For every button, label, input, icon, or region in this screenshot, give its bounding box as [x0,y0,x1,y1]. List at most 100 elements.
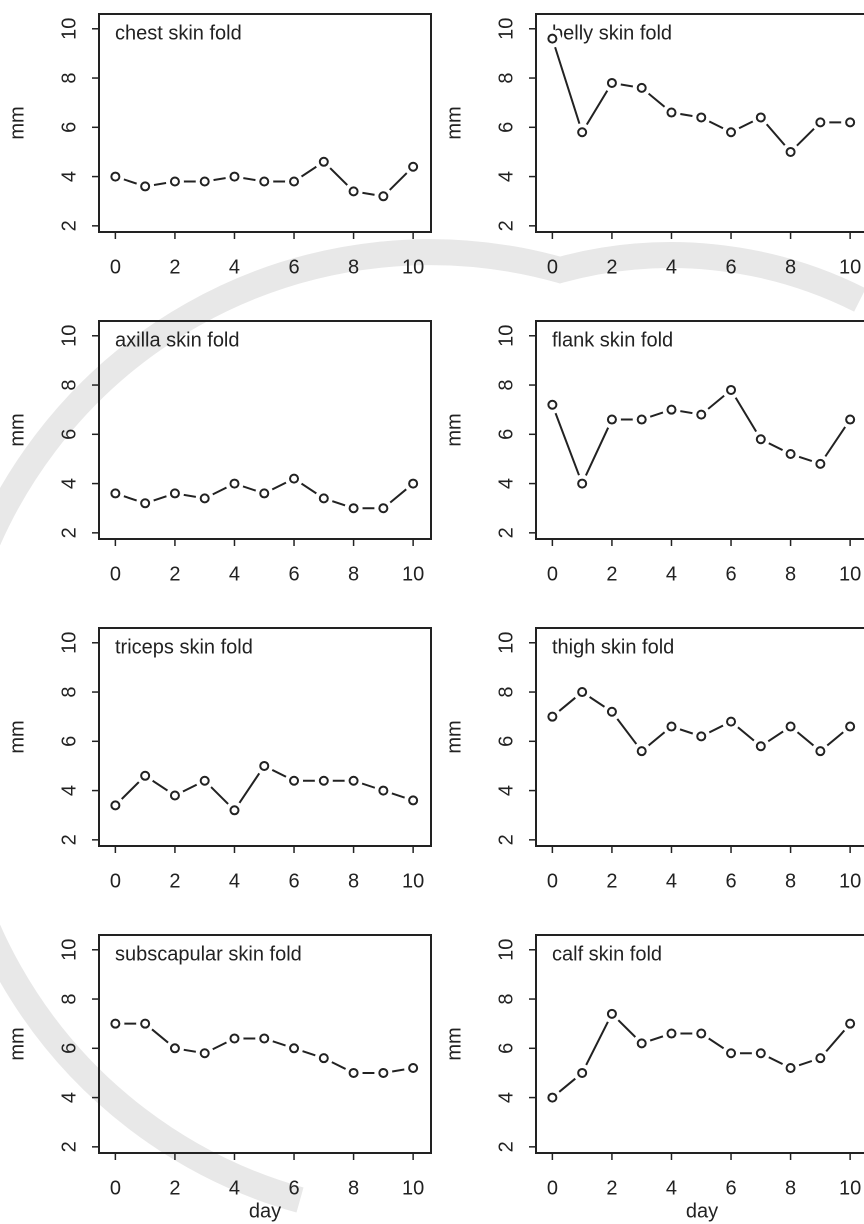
y-tick-label: 6 [495,429,517,440]
point [757,435,765,443]
plot-frame [536,935,864,1153]
x-tick-label: 4 [666,563,677,585]
x-tick-label: 2 [606,563,617,585]
point [667,1030,675,1038]
x-tick-label: 2 [169,870,180,892]
x-tick-label: 2 [606,870,617,892]
point [638,84,646,92]
x-tick-label: 4 [666,1177,677,1199]
y-tick-label: 2 [495,834,517,845]
y-tick-label: 4 [495,785,517,796]
y-tick-label: 6 [495,122,517,133]
point [816,460,824,468]
point [409,796,417,804]
x-tick-label: 4 [229,563,240,585]
x-tick-label: 8 [348,1177,359,1199]
figure: chest skin foldmm2468100246810belly skin… [0,0,864,1224]
y-tick-label: 4 [495,1092,517,1103]
point [171,792,179,800]
point [171,1044,179,1052]
point [816,747,824,755]
x-tick-label: 8 [785,1177,796,1199]
x-axis-label: day [686,1200,718,1222]
point [846,416,854,424]
point [111,173,119,181]
panel-title: triceps skin fold [115,636,253,658]
point [230,480,238,488]
y-tick-label: 10 [495,632,517,654]
y-tick-label: 2 [58,834,80,845]
point [727,1049,735,1057]
y-tick-label: 4 [58,478,80,489]
point [409,163,417,171]
point [201,178,209,186]
point [787,148,795,156]
x-tick-label: 4 [229,1177,240,1199]
x-tick-label: 8 [348,870,359,892]
y-tick-label: 8 [58,993,80,1004]
y-axis-label: mm [6,720,28,753]
y-tick-label: 8 [495,686,517,697]
x-tick-label: 0 [547,256,558,278]
point [608,1010,616,1018]
point [379,787,387,795]
point [548,1094,556,1102]
point [667,723,675,731]
point [787,450,795,458]
point [548,713,556,721]
x-tick-label: 10 [402,256,424,278]
point [320,777,328,785]
y-tick-label: 4 [495,171,517,182]
y-axis-label: mm [443,413,465,446]
point [290,777,298,785]
point [578,480,586,488]
y-tick-label: 6 [495,1043,517,1054]
x-tick-label: 2 [169,563,180,585]
point [638,747,646,755]
x-tick-label: 0 [110,256,121,278]
point [697,732,705,740]
point [230,806,238,814]
x-tick-label: 10 [402,563,424,585]
x-tick-label: 0 [547,1177,558,1199]
point [608,416,616,424]
point [350,1069,358,1077]
point [141,182,149,190]
point [548,35,556,43]
point [320,494,328,502]
panel-title: belly skin fold [552,22,672,44]
x-tick-label: 8 [785,870,796,892]
y-tick-label: 8 [495,379,517,390]
y-tick-label: 2 [495,527,517,538]
x-tick-label: 10 [839,1177,861,1199]
point [409,480,417,488]
y-tick-label: 10 [58,18,80,40]
plot-frame [536,321,864,539]
panel: calf skin foldmmday2468100246810 [443,935,864,1222]
x-tick-label: 4 [229,256,240,278]
point [697,113,705,121]
y-axis-label: mm [443,106,465,139]
point [697,1030,705,1038]
point [290,475,298,483]
y-tick-label: 4 [58,785,80,796]
y-tick-label: 6 [58,122,80,133]
x-tick-label: 0 [547,563,558,585]
x-tick-label: 10 [839,563,861,585]
y-axis-label: mm [443,1027,465,1060]
y-tick-label: 6 [58,429,80,440]
point [171,178,179,186]
y-tick-label: 4 [58,171,80,182]
y-tick-label: 8 [58,379,80,390]
y-tick-label: 2 [495,220,517,231]
y-axis-label: mm [6,413,28,446]
series-line [552,39,850,152]
point [727,718,735,726]
point [757,1049,765,1057]
point [320,1054,328,1062]
x-tick-label: 8 [785,256,796,278]
panel: chest skin foldmm2468100246810 [6,14,431,278]
point [638,1039,646,1047]
point [757,742,765,750]
point [608,708,616,716]
